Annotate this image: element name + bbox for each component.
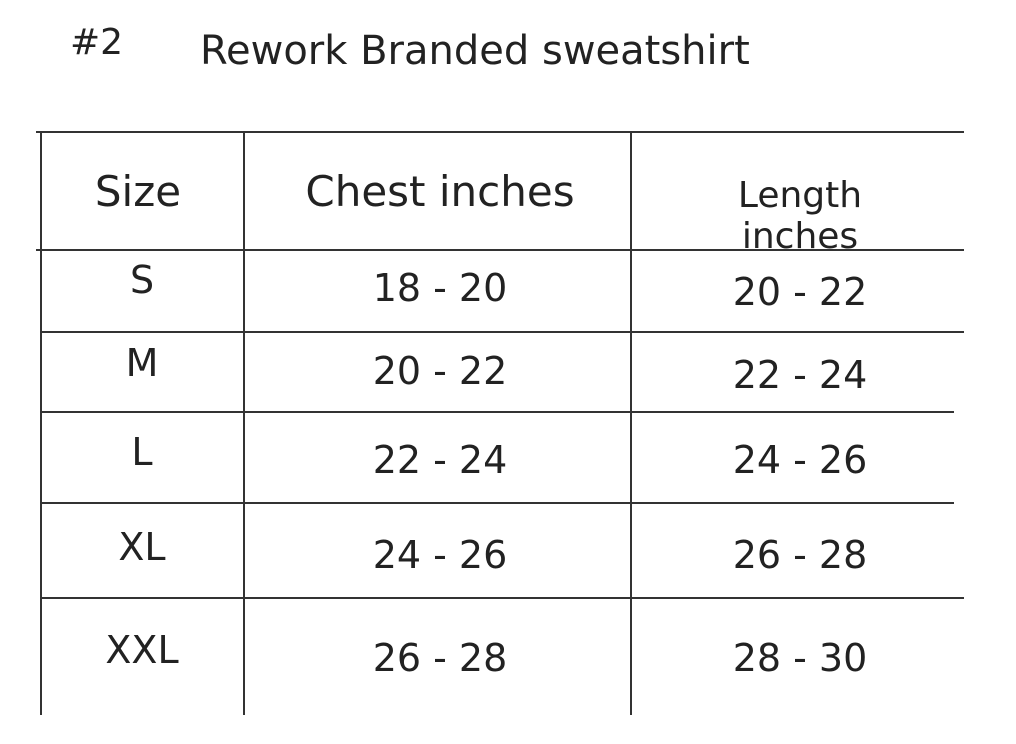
column-divider <box>243 131 245 715</box>
column-divider <box>40 131 42 715</box>
header-length: Length inches <box>737 175 863 257</box>
table-cell: 18 - 20 <box>372 266 508 310</box>
table-cell: M <box>125 341 159 385</box>
table-cell: 26 - 28 <box>372 636 508 680</box>
row-divider <box>40 411 954 413</box>
table-cell: 20 - 22 <box>372 349 508 393</box>
header-size: Size <box>94 167 182 216</box>
page-title: Rework Branded sweatshirt <box>200 28 750 74</box>
row-divider <box>40 331 964 333</box>
table-cell: 22 - 24 <box>372 438 508 482</box>
table-cell: S <box>129 258 155 302</box>
row-divider <box>40 597 964 599</box>
table-cell: XXL <box>105 628 179 672</box>
table-cell: 28 - 30 <box>732 636 868 680</box>
table-cell: 24 - 26 <box>372 533 508 577</box>
table-cell: L <box>131 430 153 474</box>
table-cell: 24 - 26 <box>732 438 868 482</box>
table-cell: 20 - 22 <box>732 270 868 314</box>
table-cell: 26 - 28 <box>732 533 868 577</box>
row-divider <box>40 502 954 504</box>
item-number: #2 <box>70 22 124 63</box>
column-divider <box>630 131 632 715</box>
table-cell: XL <box>118 525 166 569</box>
header-chest: Chest inches <box>305 167 575 216</box>
row-divider <box>36 249 964 251</box>
table-cell: 22 - 24 <box>732 353 868 397</box>
row-divider <box>36 131 964 133</box>
